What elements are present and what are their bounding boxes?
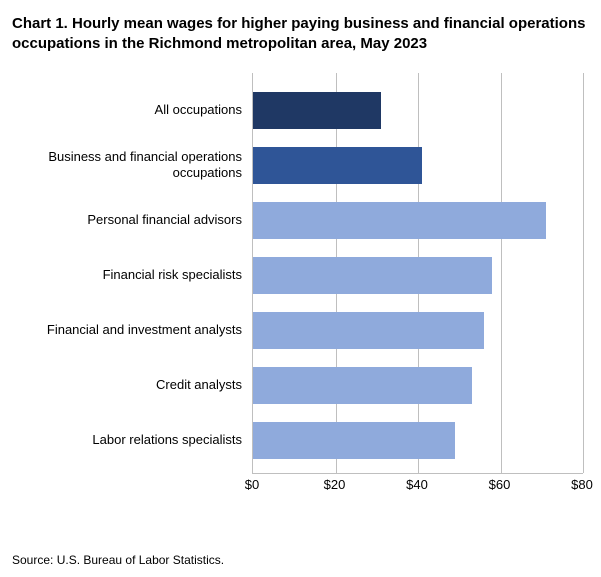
bars-container [253,83,583,468]
x-tick-label: $60 [489,477,511,492]
category-label: Business and financial operations occupa… [12,138,244,193]
category-label: Personal financial advisors [12,193,244,248]
bar [253,257,492,294]
plot-area [252,73,583,474]
source-note: Source: U.S. Bureau of Labor Statistics. [12,553,224,567]
category-label: Financial and investment analysts [12,303,244,358]
y-axis-labels: All occupationsBusiness and financial op… [12,83,244,468]
bar [253,92,381,129]
gridline [583,73,584,473]
bar [253,367,472,404]
x-tick-label: $40 [406,477,428,492]
chart-title: Chart 1. Hourly mean wages for higher pa… [12,14,589,55]
category-label: Credit analysts [12,358,244,413]
category-label: All occupations [12,83,244,138]
category-label: Labor relations specialists [12,413,244,468]
bar [253,202,546,239]
x-tick-label: $80 [571,477,593,492]
x-axis: $0$20$40$60$80 [252,473,582,501]
x-tick-label: $20 [324,477,346,492]
bar [253,312,484,349]
category-label: Financial risk specialists [12,248,244,303]
bar [253,422,455,459]
chart-area: All occupationsBusiness and financial op… [12,73,589,513]
bar [253,147,422,184]
x-tick-label: $0 [245,477,259,492]
